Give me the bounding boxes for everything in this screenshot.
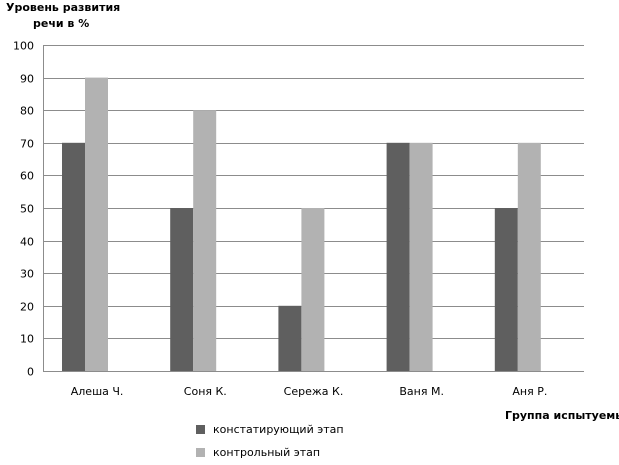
x-tick-label-2: Соня К.: [184, 385, 227, 398]
y-tick-label-50: 50: [20, 203, 34, 216]
y-tick-label-90: 90: [20, 73, 34, 86]
x-tick-label-3: Сережа К.: [284, 385, 344, 398]
x-tick-label-4: Ваня М.: [399, 385, 444, 398]
y-axis-title-line-2: речи в %: [33, 17, 90, 30]
bar-series-1-2: [170, 208, 194, 371]
bar-series-2-5: [517, 142, 541, 371]
legend-swatch-series-1: [196, 424, 205, 434]
bar-series-2-4: [409, 142, 433, 371]
legend-item-series-1: констатирующий этап: [196, 422, 344, 436]
legend-label-series-1: констатирующий этап: [213, 422, 344, 436]
y-tick-label-10: 10: [20, 333, 34, 346]
bar-series-1-3: [278, 305, 302, 371]
bar-series-1-5: [494, 208, 518, 371]
y-tick-label-80: 80: [20, 105, 34, 118]
y-tick-label-40: 40: [20, 236, 34, 249]
y-axis-title-line-1: Уровень развития: [6, 1, 121, 14]
bar-series-1-4: [386, 142, 410, 371]
bar-series-1-1: [62, 142, 85, 371]
y-tick-label-0: 0: [27, 366, 34, 379]
bar-series-2-1: [85, 77, 108, 371]
x-tick-label-1: Алеша Ч.: [71, 385, 124, 398]
bar-series-2-2: [193, 110, 217, 371]
legend-swatch-series-2: [196, 447, 205, 457]
y-tick-label-30: 30: [20, 268, 34, 281]
legend-item-series-2: контрольный этап: [196, 445, 320, 459]
y-tick-label-60: 60: [20, 170, 34, 183]
y-tick-label-20: 20: [20, 301, 34, 314]
bar-series-2-3: [301, 208, 325, 371]
x-axis-title: Группа испытуемых: [505, 409, 619, 422]
legend-label-series-2: контрольный этап: [213, 445, 321, 459]
y-tick-label-100: 100: [13, 40, 34, 53]
x-tick-label-5: Аня Р.: [512, 385, 547, 398]
y-tick-label-70: 70: [20, 138, 34, 151]
